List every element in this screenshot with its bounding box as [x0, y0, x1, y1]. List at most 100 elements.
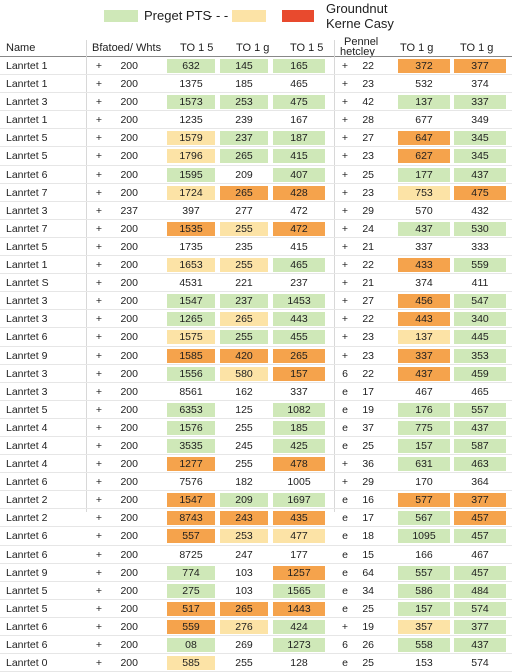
table-row[interactable]: Lanrtet 6 +200 7576 182 1005 +29 170 364 [0, 473, 512, 492]
table-row[interactable]: Lanrtet 1 +200 632 145 165 +22 372 377 [0, 57, 512, 76]
row-name: Lanrtet 0 [6, 657, 48, 670]
table-row[interactable]: Lanrtet 5 +200 6353 125 1082 e 19 176 557 [0, 401, 512, 419]
row-value-3: 428 [273, 185, 325, 200]
row-batch-value: 200 [120, 168, 138, 181]
table-row[interactable]: Lanrtet 1 +200 1653 255 465 +22 433 559 [0, 256, 512, 275]
row-value-5: 349 [454, 113, 506, 128]
row-indicator-2: e [342, 584, 348, 597]
table-row[interactable]: Lanrtet S +200 4531 221 237 +21 374 411 [0, 274, 512, 293]
row-value-1: 4531 [167, 276, 215, 291]
legend-swatch-red [282, 10, 314, 22]
row-indicator: + [95, 602, 103, 615]
row-indicator: + [95, 657, 103, 670]
row-pennel-value: 21 [362, 277, 374, 290]
row-value-2: 185 [220, 77, 268, 92]
table-row[interactable]: Lanrtet 7 +200 1724 265 428 +23 753 475 [0, 184, 512, 202]
table-row[interactable]: Lanrtet 2 +200 1547 209 1697 e 16 577 377 [0, 491, 512, 510]
row-value-2: 255 [220, 420, 268, 435]
table-row[interactable]: Lanrtet 9 +200 1585 420 265 +23 337 353 [0, 347, 512, 365]
row-value-1: 1573 [167, 95, 215, 110]
row-batch-value: 237 [120, 204, 138, 217]
row-indicator: + [95, 204, 103, 217]
row-value-3: 475 [273, 95, 325, 110]
row-value-5: 377 [454, 619, 506, 634]
row-value-5: 445 [454, 330, 506, 345]
table-row[interactable]: Lanrtet 3 +200 1573 253 475 +42 137 337 [0, 93, 512, 112]
row-value-2: 580 [220, 366, 268, 381]
row-indicator-2: + [341, 331, 349, 344]
row-value-1: 1796 [167, 149, 215, 164]
row-value-1: 1653 [167, 258, 215, 273]
table-row[interactable]: Lanrtet 6 +200 08 269 1273 6 26 558 437 [0, 636, 512, 655]
table-row[interactable]: Lanrtet 3 +237 397 277 472 +29 570 432 [0, 202, 512, 220]
row-value-3: 465 [273, 258, 325, 273]
row-indicator: + [95, 512, 103, 525]
table-row[interactable]: Lanrtet 3 +200 1547 237 1453 +27 456 547 [0, 292, 512, 311]
table-row[interactable]: Lanrtet 3 +200 1265 265 443 +22 443 340 [0, 310, 512, 329]
row-pennel-value: 25 [362, 657, 374, 670]
table-row[interactable]: Lanrtet 4 +200 1277 255 478 +36 631 463 [0, 455, 512, 474]
table-row[interactable]: Lanrtet 0 +200 585 255 128 e 25 153 574 [0, 654, 512, 672]
row-pennel-value: 64 [362, 566, 374, 579]
row-value-5: 557 [454, 402, 506, 417]
row-indicator: + [95, 259, 103, 272]
table-row[interactable]: Lanrtet 6 +200 1595 209 407 +25 177 437 [0, 166, 512, 184]
row-indicator: + [95, 584, 103, 597]
row-value-4: 570 [398, 203, 450, 218]
row-pennel-value: 23 [362, 150, 374, 163]
table-row[interactable]: Lanrtet 5 +200 1735 235 415 +21 337 333 [0, 238, 512, 257]
table-row[interactable]: Lanrtet 6 +200 1575 255 455 +23 137 445 [0, 328, 512, 347]
row-batch-value: 200 [120, 186, 138, 199]
table-row[interactable]: Lanrtet 6 +200 559 276 424 +19 357 377 [0, 618, 512, 636]
header-to-1g-c: TO 1 g [460, 42, 494, 54]
table-row[interactable]: Lanrtet 1 +200 1235 239 167 +28 677 349 [0, 111, 512, 130]
table-row[interactable]: Lanrtet 4 +200 3535 245 425 e 25 157 587 [0, 437, 512, 456]
row-value-5: 374 [454, 77, 506, 92]
header-to-15-a: TO 1 5 [180, 42, 214, 54]
table-row[interactable]: Lanrtet 3 +200 8561 162 337 e 17 467 465 [0, 383, 512, 401]
table-row[interactable]: Lanrtet 1 +200 1375 185 465 +23 532 374 [0, 75, 512, 94]
row-value-4: 176 [398, 402, 450, 417]
table-row[interactable]: Lanrtet 9 +200 774 103 1257 e 64 557 457 [0, 564, 512, 582]
header-to-15-b: TO 1 5 [290, 42, 324, 54]
row-name: Lanrtet 1 [6, 60, 48, 72]
row-value-3: 443 [273, 312, 325, 327]
row-indicator-2: + [341, 240, 349, 253]
row-value-4: 433 [398, 258, 450, 273]
table-row[interactable]: Lanrtet 6 +200 557 253 477 e 18 1095 457 [0, 527, 512, 546]
table-row[interactable]: Lanrtet 2 +200 8743 243 435 e 17 567 457 [0, 509, 512, 528]
row-batch-value: 200 [120, 132, 138, 145]
table-row[interactable]: Lanrtet 4 +200 1576 255 185 e 37 775 437 [0, 419, 512, 437]
row-indicator: + [95, 458, 103, 471]
row-name: Lanrtet 1 [6, 78, 48, 91]
row-value-5: 467 [454, 547, 506, 562]
row-value-4: 558 [398, 638, 450, 652]
table-row[interactable]: Lanrtet 3 +200 1556 580 157 6 22 437 459 [0, 365, 512, 383]
row-value-2: 265 [220, 185, 268, 200]
row-batch-value: 200 [120, 584, 138, 597]
legend-label-kerne: Kerne Casy [326, 16, 394, 31]
row-value-4: 137 [398, 95, 450, 110]
row-batch-value: 200 [120, 295, 138, 308]
row-batch-value: 200 [120, 494, 138, 507]
table-row[interactable]: Lanrtet 5 +200 275 103 1565 e 34 586 484 [0, 582, 512, 600]
table-row[interactable]: Lanrtet 7 +200 1535 255 472 +24 437 530 [0, 220, 512, 238]
row-value-1: 1547 [167, 294, 215, 309]
table-row[interactable]: Lanrtet 5 +200 1579 237 187 +27 647 345 [0, 129, 512, 148]
row-value-3: 1453 [273, 294, 325, 309]
row-batch-value: 200 [120, 530, 138, 543]
row-pennel-value: 37 [362, 421, 374, 434]
row-value-2: 253 [220, 95, 268, 110]
table-row[interactable]: Lanrtet 6 +200 8725 247 177 e 15 166 467 [0, 546, 512, 564]
row-name: Lanrtet 5 [6, 584, 48, 597]
row-indicator-2: e [342, 657, 348, 670]
table-row[interactable]: Lanrtet 5 +200 517 265 1443 e 25 157 574 [0, 600, 512, 618]
row-pennel-value: 22 [362, 313, 374, 326]
row-indicator-2: + [341, 132, 349, 145]
row-value-5: 437 [454, 420, 506, 435]
row-value-1: 08 [167, 638, 215, 652]
row-value-1: 1375 [167, 77, 215, 92]
row-value-5: 530 [454, 221, 506, 236]
table-row[interactable]: Lanrtet 5 +200 1796 265 415 +23 627 345 [0, 147, 512, 166]
header-to-1g-a: TO 1 g [236, 42, 270, 54]
